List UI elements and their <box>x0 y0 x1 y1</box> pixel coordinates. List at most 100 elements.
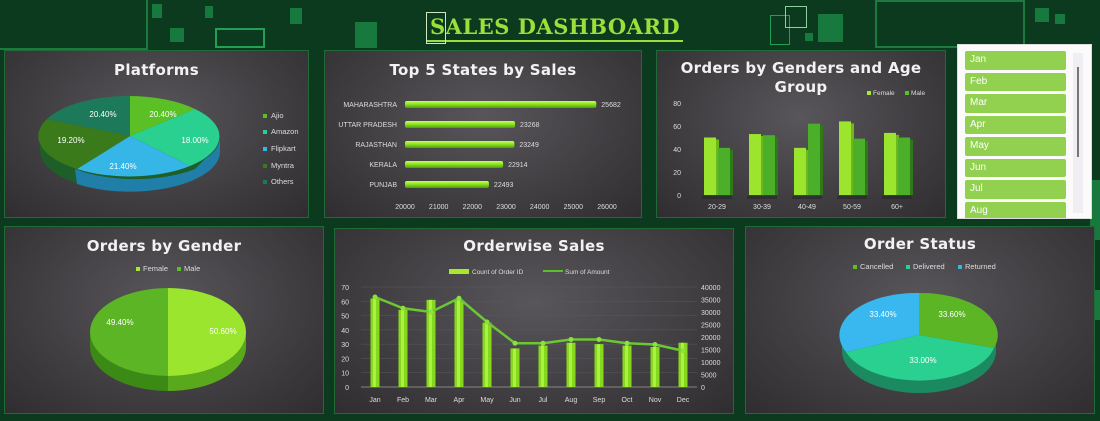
svg-text:Ajio: Ajio <box>271 111 284 120</box>
slicer-item-feb[interactable]: Feb <box>965 72 1066 91</box>
month-slicer[interactable]: Jan Feb Mar Apr May Jun Jul Aug <box>957 44 1092 219</box>
state-bar <box>405 161 504 168</box>
slicer-item-aug[interactable]: Aug <box>965 201 1066 218</box>
amount-point <box>596 337 602 342</box>
x-tick: Jan <box>369 397 380 404</box>
state-bar <box>405 121 516 128</box>
legend-amount: Sum of Amount <box>565 269 610 276</box>
slicer-item-jul[interactable]: Jul <box>965 180 1066 199</box>
gender-pie-chart: Female Male 49.40% 50.60% <box>90 264 246 391</box>
x-tick: Apr <box>454 397 466 404</box>
y-tick: 30 <box>341 342 349 349</box>
y-tick: 70 <box>341 285 349 292</box>
svg-text:Myntra: Myntra <box>271 161 295 170</box>
slicer-item-apr[interactable]: Apr <box>965 115 1066 134</box>
slice-label-ajio: 20.40% <box>149 110 176 119</box>
chart-title: Orders by Gender <box>86 237 242 255</box>
slice-label-delivered: 33.00% <box>909 356 936 365</box>
platforms-pie-chart: 20.40% 18.00% 21.40% 19.20% 20.40% Ajio … <box>38 95 299 192</box>
x-tick: 20000 <box>395 204 415 211</box>
male-bar <box>853 138 865 195</box>
y2-tick: 10000 <box>701 360 721 367</box>
state-label: RAJASTHAN <box>355 142 397 149</box>
svg-text:Returned: Returned <box>965 262 996 271</box>
y-tick: 20 <box>341 356 349 363</box>
chart-title: Platforms <box>114 61 199 79</box>
x-tick: 50-59 <box>843 204 861 211</box>
y2-tick: 20000 <box>701 335 721 342</box>
amount-point <box>400 305 406 311</box>
chart-title: Top 5 States by Sales <box>389 61 577 79</box>
amount-point <box>512 340 518 346</box>
status-chart-panel: Order Status Cancelled Delivered Returne… <box>745 226 1095 414</box>
slice-label-female: 50.60% <box>209 327 236 336</box>
orderwise-chart-panel: Orderwise Sales 0 10 20 30 40 50 60 70 0 5000 1000… <box>334 228 734 414</box>
slicer-item-mar[interactable]: Mar <box>965 94 1066 113</box>
gender-chart-panel: Orders by Gender Female Male 49.40% 50.6… <box>4 226 324 414</box>
slice-label-flipkart: 21.40% <box>109 162 136 171</box>
x-tick: May <box>480 397 494 404</box>
chart-title: Order Status <box>863 235 977 253</box>
amount-point <box>456 295 462 301</box>
state-label: MAHARASHTRA <box>343 102 397 109</box>
state-value: 23249 <box>519 142 539 149</box>
age-gender-bar-chart: 0 20 40 60 80 Female Male 20-29 30-39 40-49 50-59 6… <box>673 90 925 211</box>
x-tick: 20-29 <box>708 204 726 211</box>
slice-label-amazon: 18.00% <box>181 136 208 145</box>
chart-title: Orderwise Sales <box>463 237 605 255</box>
status-legend: Cancelled Delivered Returned <box>853 262 996 271</box>
female-bar <box>794 147 806 195</box>
y-tick: 40 <box>341 328 349 335</box>
y-tick: 20 <box>673 170 681 177</box>
female-bar <box>704 137 716 195</box>
y-tick: 80 <box>673 101 681 108</box>
svg-text:Male: Male <box>184 264 200 273</box>
x-tick: Jun <box>509 397 520 404</box>
y2-tick: 15000 <box>701 348 721 355</box>
slicer-scrollbar-thumb[interactable] <box>1077 67 1079 157</box>
age-gender-chart-panel: Orders by Genders and Age Group 0 20 40 60 8… <box>656 50 946 218</box>
slicer-item-may[interactable]: May <box>965 137 1066 156</box>
y2-tick: 0 <box>701 385 705 392</box>
y-tick: 60 <box>341 299 349 306</box>
x-tick: Sep <box>593 397 606 404</box>
states-bar-chart: MAHARASHTRA 25682 UTTAR PRADESH 23268 RAJAST… <box>338 101 621 211</box>
state-value: 22493 <box>494 182 514 189</box>
amount-point <box>568 337 574 342</box>
slicer-item-jun[interactable]: Jun <box>965 158 1066 177</box>
status-pie-chart: Cancelled Delivered Returned 33.60% 33.0… <box>839 262 998 393</box>
amount-point <box>372 294 378 300</box>
x-tick: 23000 <box>496 204 516 211</box>
state-value: 25682 <box>601 102 621 109</box>
x-tick: 25000 <box>564 204 584 211</box>
states-chart-panel: Top 5 States by Sales MAHARASHTRA 25682 UT… <box>324 50 642 218</box>
state-label: PUNJAB <box>369 182 397 189</box>
legend-female: Female <box>873 90 895 97</box>
amount-point <box>540 340 546 346</box>
legend-male: Male <box>911 90 925 97</box>
chart-title-line1: Orders by Genders and Age <box>680 59 922 77</box>
amount-point <box>624 340 630 346</box>
male-bar <box>808 123 820 195</box>
x-tick: 26000 <box>597 204 617 211</box>
state-bar <box>405 181 489 188</box>
amount-point <box>428 309 434 315</box>
slice-label-cancelled: 33.60% <box>938 310 965 319</box>
chart-title: Orders by Genders and Age Group <box>657 59 945 97</box>
y-tick: 10 <box>341 371 349 378</box>
x-tick: Nov <box>649 397 662 404</box>
y2-tick: 35000 <box>701 298 721 305</box>
x-tick: Jul <box>539 397 548 404</box>
svg-text:Delivered: Delivered <box>913 262 945 271</box>
x-tick: 30-39 <box>753 204 771 211</box>
y2-tick: 25000 <box>701 323 721 330</box>
slicer-item-jan[interactable]: Jan <box>965 51 1066 70</box>
svg-text:Female: Female <box>143 264 168 273</box>
x-tick: Oct <box>622 397 633 404</box>
title-decoration-box <box>426 12 446 44</box>
state-bar <box>405 101 597 108</box>
y-tick: 0 <box>677 193 681 200</box>
amount-point <box>652 342 658 347</box>
amount-line <box>374 295 684 352</box>
chart-title-line2: Group <box>774 78 828 96</box>
